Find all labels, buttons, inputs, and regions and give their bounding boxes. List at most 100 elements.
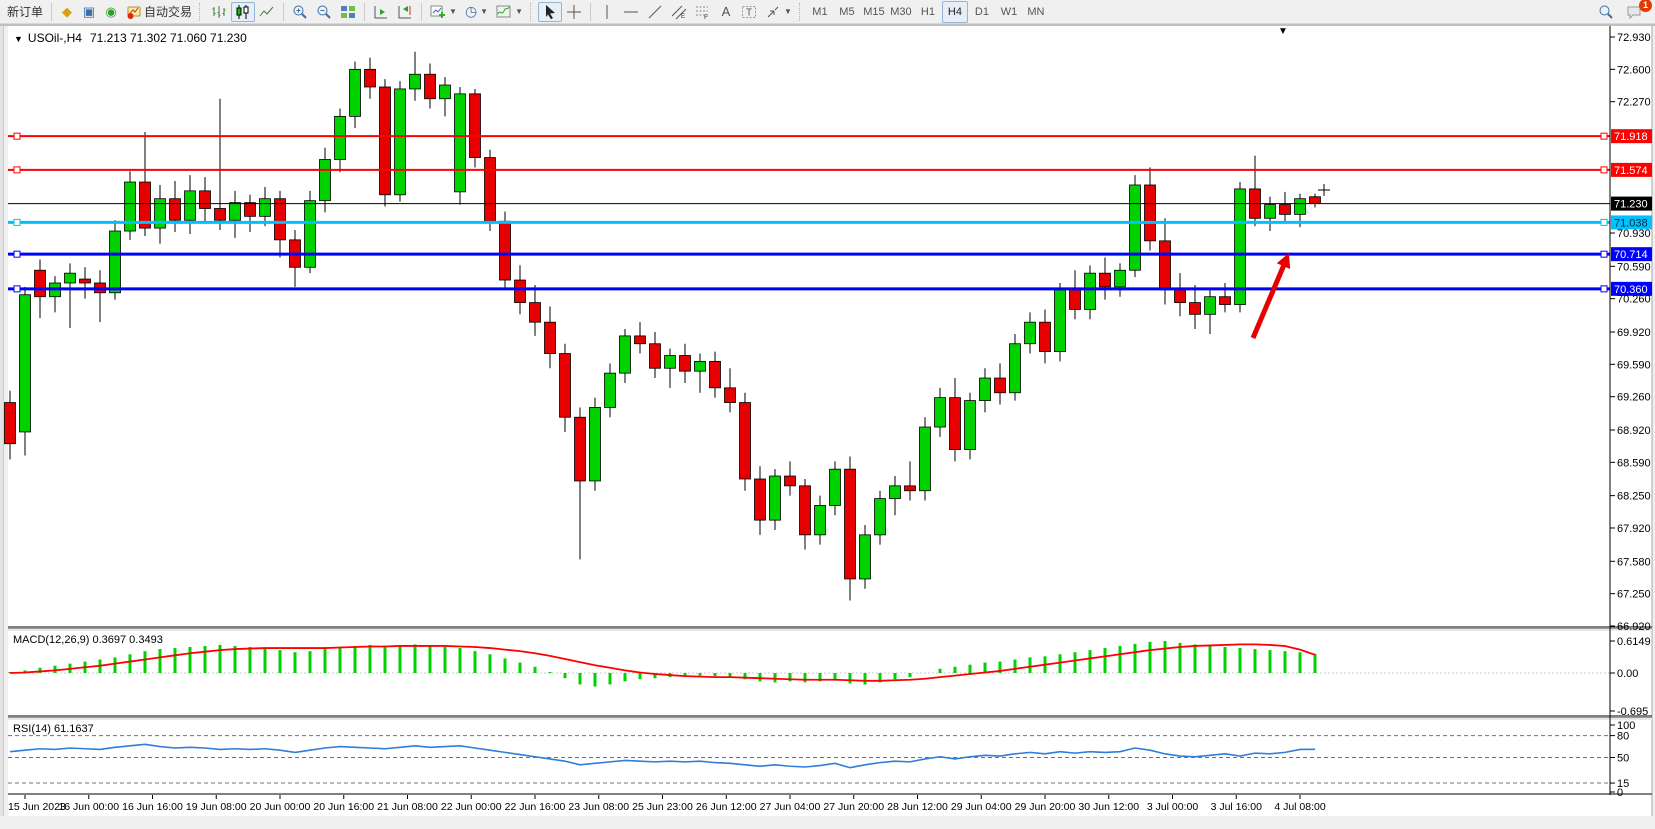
line-start-marker[interactable] <box>13 218 21 226</box>
candle-body <box>1159 240 1171 291</box>
auto-trading-button[interactable]: 自动交易 <box>122 2 196 22</box>
candle-body <box>589 407 601 482</box>
price-tick-label: 70.930 <box>1617 228 1651 240</box>
line-end-marker[interactable] <box>1600 250 1608 258</box>
svg-text:F: F <box>704 14 708 20</box>
terminal-icon: ▣ <box>82 3 96 19</box>
clock-icon: ◷ <box>464 3 478 19</box>
auto-scroll-button[interactable] <box>369 2 393 22</box>
toolbar-grip <box>798 2 804 21</box>
vertical-line-button[interactable] <box>595 2 619 22</box>
timeframe-m1-button[interactable]: M1 <box>812 5 828 18</box>
candle-body <box>409 73 421 90</box>
chart-shift-button[interactable] <box>393 2 417 22</box>
arrow-annotation-head[interactable] <box>1276 253 1291 269</box>
time-tick-label: 16 Jun 00:00 <box>58 801 119 813</box>
fibonacci-button[interactable]: F <box>691 2 715 22</box>
timeframe-m15-button[interactable]: M15 <box>863 5 885 18</box>
chart-bars-button[interactable] <box>207 2 231 22</box>
new-chart-button[interactable]: ▼ <box>426 2 461 22</box>
zoom-out-button[interactable] <box>312 2 336 22</box>
shapes-button[interactable]: ▼ <box>761 2 796 22</box>
cursor-icon <box>546 4 556 19</box>
tile-windows-icon <box>341 5 356 18</box>
price-tick-label: 67.920 <box>1617 523 1651 535</box>
time-tick-label: 27 Jun 04:00 <box>760 801 821 813</box>
candle-body <box>1264 204 1276 219</box>
cursor-button[interactable] <box>538 1 563 22</box>
market-watch-icon: ◆ <box>62 3 73 19</box>
price-label-text: 71.918 <box>1614 131 1648 143</box>
time-tick-label: 27 Jun 20:00 <box>823 801 884 813</box>
chart-line-button[interactable] <box>255 2 279 22</box>
candle-body <box>1129 184 1141 271</box>
candle-body <box>1069 289 1081 310</box>
new-order-button[interactable]: 新订单 <box>3 2 47 22</box>
toolbar-separator <box>364 2 366 21</box>
channel-button[interactable]: E <box>667 2 691 22</box>
panel-splitter[interactable] <box>8 628 1652 631</box>
price-tick-label: 72.930 <box>1617 32 1651 44</box>
candle-body <box>529 302 541 323</box>
zoom-in-button[interactable] <box>288 2 312 22</box>
timeframe-h4-button[interactable]: H4 <box>941 0 968 23</box>
tile-windows-button[interactable] <box>336 2 360 22</box>
terminal-button[interactable]: ▣ <box>78 2 100 22</box>
auto-trading-label: 自动交易 <box>144 5 193 19</box>
candle-body <box>649 343 661 369</box>
candle-body <box>139 181 151 229</box>
price-tick-label: 67.250 <box>1617 589 1651 601</box>
text-label-button[interactable]: T <box>737 2 761 22</box>
line-start-marker[interactable] <box>13 250 21 258</box>
search-button[interactable] <box>1594 2 1618 22</box>
line-end-marker[interactable] <box>1600 285 1608 293</box>
text-button[interactable]: A <box>715 2 737 22</box>
time-tick-label: 20 Jun 00:00 <box>250 801 311 813</box>
panel-splitter[interactable] <box>8 717 1652 720</box>
candle-body <box>634 335 646 345</box>
new-chart-icon <box>430 5 446 18</box>
timeframe-m30-button[interactable]: M30 <box>890 5 912 18</box>
timeframe-d1-button[interactable]: D1 <box>974 5 989 18</box>
horizontal-line-button[interactable] <box>619 2 643 22</box>
text-a-icon: A <box>721 4 731 19</box>
bar-chart-icon <box>212 5 226 18</box>
indicators-button[interactable]: ▼ <box>492 2 527 22</box>
chart-shift-marker-icon[interactable]: ▼ <box>1278 26 1288 37</box>
candle-body <box>724 387 736 403</box>
line-end-marker[interactable] <box>1600 166 1608 174</box>
auto-trading-icon <box>127 6 141 19</box>
time-tick-label: 3 Jul 16:00 <box>1211 801 1263 813</box>
macd-tick-label: 0.6149 <box>1617 636 1651 648</box>
timeframe-m5-button[interactable]: M5 <box>839 5 855 18</box>
search-icon <box>1599 5 1613 19</box>
signals-button[interactable]: ◉ <box>100 2 122 22</box>
chevron-down-icon: ▼ <box>515 7 524 16</box>
timeframe-mn-button[interactable]: MN <box>1027 5 1045 18</box>
candle-body <box>934 397 946 428</box>
chart-candles-button[interactable] <box>231 1 256 22</box>
candle-body <box>1024 321 1036 345</box>
timeframe-w1-button[interactable]: W1 <box>1000 5 1018 18</box>
time-tick-label: 22 Jun 00:00 <box>441 801 502 813</box>
toolbar-separator <box>421 2 423 21</box>
line-start-marker[interactable] <box>13 132 21 140</box>
candle-body <box>64 272 76 284</box>
line-start-marker[interactable] <box>13 166 21 174</box>
trendline-button[interactable] <box>643 2 667 22</box>
candle-body <box>214 208 226 221</box>
chart-title-collapse-icon[interactable]: ▼ <box>14 34 23 44</box>
market-watch-button[interactable]: ◆ <box>56 2 78 22</box>
notifications-button[interactable]: 1 <box>1622 0 1652 22</box>
timeframe-h1-button[interactable]: H1 <box>920 5 935 18</box>
line-end-marker[interactable] <box>1600 218 1608 226</box>
crosshair-button[interactable] <box>562 2 586 22</box>
periods-button[interactable]: ◷ ▼ <box>461 2 492 22</box>
line-start-marker[interactable] <box>13 285 21 293</box>
macd-tick-label: 0.00 <box>1617 668 1638 680</box>
chart-background[interactable] <box>8 26 1652 816</box>
macd-tick-label: -0.695 <box>1617 706 1648 718</box>
arrow-annotation[interactable] <box>1250 259 1289 339</box>
line-end-marker[interactable] <box>1600 132 1608 140</box>
